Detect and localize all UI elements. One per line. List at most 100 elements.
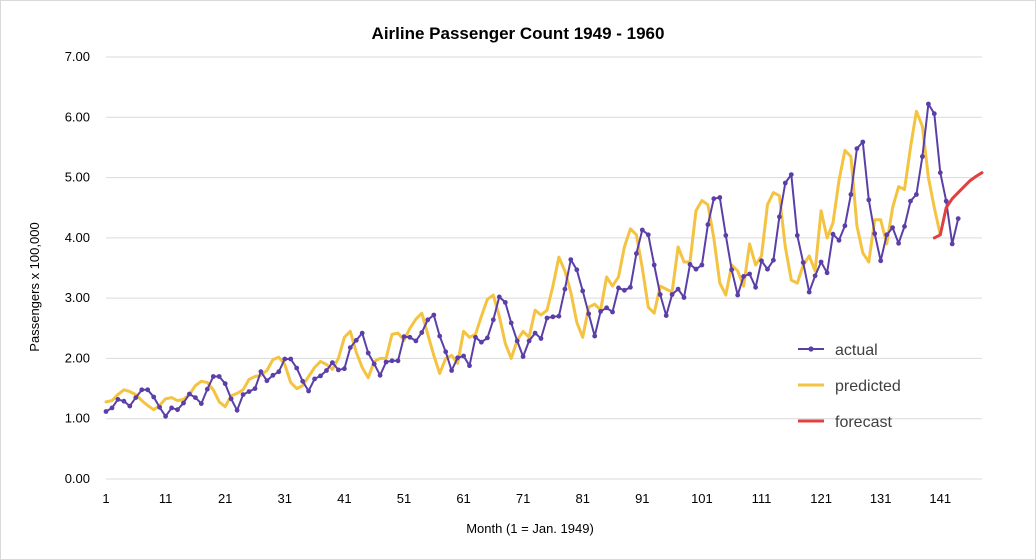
data-point-actual <box>628 284 633 290</box>
data-point-actual <box>175 407 180 413</box>
data-point-actual <box>741 274 746 279</box>
data-point-actual <box>926 101 931 107</box>
data-point-actual <box>914 192 919 197</box>
series-layer <box>103 101 984 419</box>
data-point-actual <box>306 388 311 394</box>
data-point-actual <box>777 214 782 220</box>
x-tick-label: 51 <box>397 491 411 506</box>
data-point-actual <box>377 372 383 378</box>
data-point-actual <box>729 267 735 273</box>
data-point-actual <box>920 154 925 159</box>
series-line-actual <box>105 103 960 418</box>
series-forecast <box>932 171 984 240</box>
data-point-actual <box>818 259 824 265</box>
data-point-actual <box>342 366 347 372</box>
data-point-actual <box>884 232 890 238</box>
data-point-actual <box>234 407 240 413</box>
data-point-actual <box>467 363 472 369</box>
data-point-actual <box>669 292 675 297</box>
data-point-actual <box>228 396 234 402</box>
data-point-actual <box>401 334 407 340</box>
data-point-actual <box>782 180 788 186</box>
legend-label: predicted <box>835 378 901 395</box>
data-point-actual <box>806 289 812 295</box>
data-point-actual <box>115 397 121 402</box>
data-point-actual <box>639 227 645 233</box>
data-point-actual <box>890 225 895 231</box>
legend-label: forecast <box>835 414 892 431</box>
data-point-actual <box>246 389 252 394</box>
data-point-actual <box>562 286 568 292</box>
legend-marker <box>808 346 814 352</box>
legend-item-actual: actual <box>798 342 878 359</box>
data-point-actual <box>872 231 878 237</box>
data-point-actual <box>330 360 335 365</box>
data-point-actual <box>681 295 687 300</box>
data-point-actual <box>145 387 151 393</box>
data-point-actual <box>324 368 329 373</box>
data-point-actual <box>735 292 741 298</box>
data-point-actual <box>198 401 204 406</box>
x-tick-label: 121 <box>810 491 832 506</box>
data-point-actual <box>413 338 419 344</box>
data-point-actual <box>508 320 514 326</box>
data-point-actual <box>437 333 443 339</box>
data-point-actual <box>908 198 913 204</box>
legend-item-predicted: predicted <box>798 378 901 395</box>
data-point-actual <box>753 284 758 290</box>
data-point-actual <box>365 350 371 356</box>
data-point-actual <box>765 266 770 272</box>
data-point-actual <box>485 335 490 341</box>
data-point-actual <box>574 267 580 273</box>
data-point-actual <box>616 285 621 291</box>
data-point-actual <box>318 373 323 379</box>
series-line-predicted <box>104 109 942 412</box>
data-point-actual <box>675 286 681 292</box>
data-point-actual <box>580 288 586 294</box>
data-point-actual <box>133 395 139 400</box>
data-point-actual <box>663 313 669 318</box>
y-tick-label: 5.00 <box>65 170 90 185</box>
data-point-actual <box>854 146 860 152</box>
x-tick-label: 11 <box>159 491 173 506</box>
data-point-actual <box>336 367 341 373</box>
y-tick-label: 3.00 <box>65 290 90 305</box>
data-point-actual <box>747 271 752 277</box>
data-point-actual <box>604 305 609 311</box>
data-point-actual <box>121 398 127 404</box>
data-point-actual <box>359 330 365 336</box>
x-tick-label: 101 <box>691 491 713 506</box>
y-tick-label: 4.00 <box>65 230 90 245</box>
data-point-actual <box>520 354 526 359</box>
data-point-actual <box>258 369 264 375</box>
data-point-actual <box>902 224 907 229</box>
data-point-actual <box>479 339 484 345</box>
data-point-actual <box>800 260 806 265</box>
data-point-actual <box>717 195 723 200</box>
data-point-actual <box>842 223 848 229</box>
data-point-actual <box>937 170 943 176</box>
data-point-actual <box>353 337 359 343</box>
data-point-actual <box>538 336 544 341</box>
data-point-actual <box>383 359 389 365</box>
data-point-actual <box>657 292 663 297</box>
x-tick-label: 1 <box>102 491 109 506</box>
legend-item-forecast: forecast <box>798 414 892 431</box>
data-point-actual <box>824 270 830 276</box>
data-point-actual <box>931 111 937 117</box>
data-point-actual <box>151 394 157 400</box>
data-point-actual <box>347 345 353 350</box>
data-point-actual <box>788 172 794 178</box>
x-tick-label: 31 <box>278 491 292 506</box>
data-point-actual <box>586 311 592 317</box>
data-point-actual <box>699 262 705 268</box>
data-point-actual <box>687 262 693 267</box>
data-point-actual <box>502 300 508 305</box>
data-point-actual <box>955 216 961 222</box>
data-point-actual <box>187 391 192 397</box>
data-point-actual <box>866 197 872 203</box>
data-point-actual <box>276 369 282 375</box>
data-point-actual <box>163 413 169 419</box>
